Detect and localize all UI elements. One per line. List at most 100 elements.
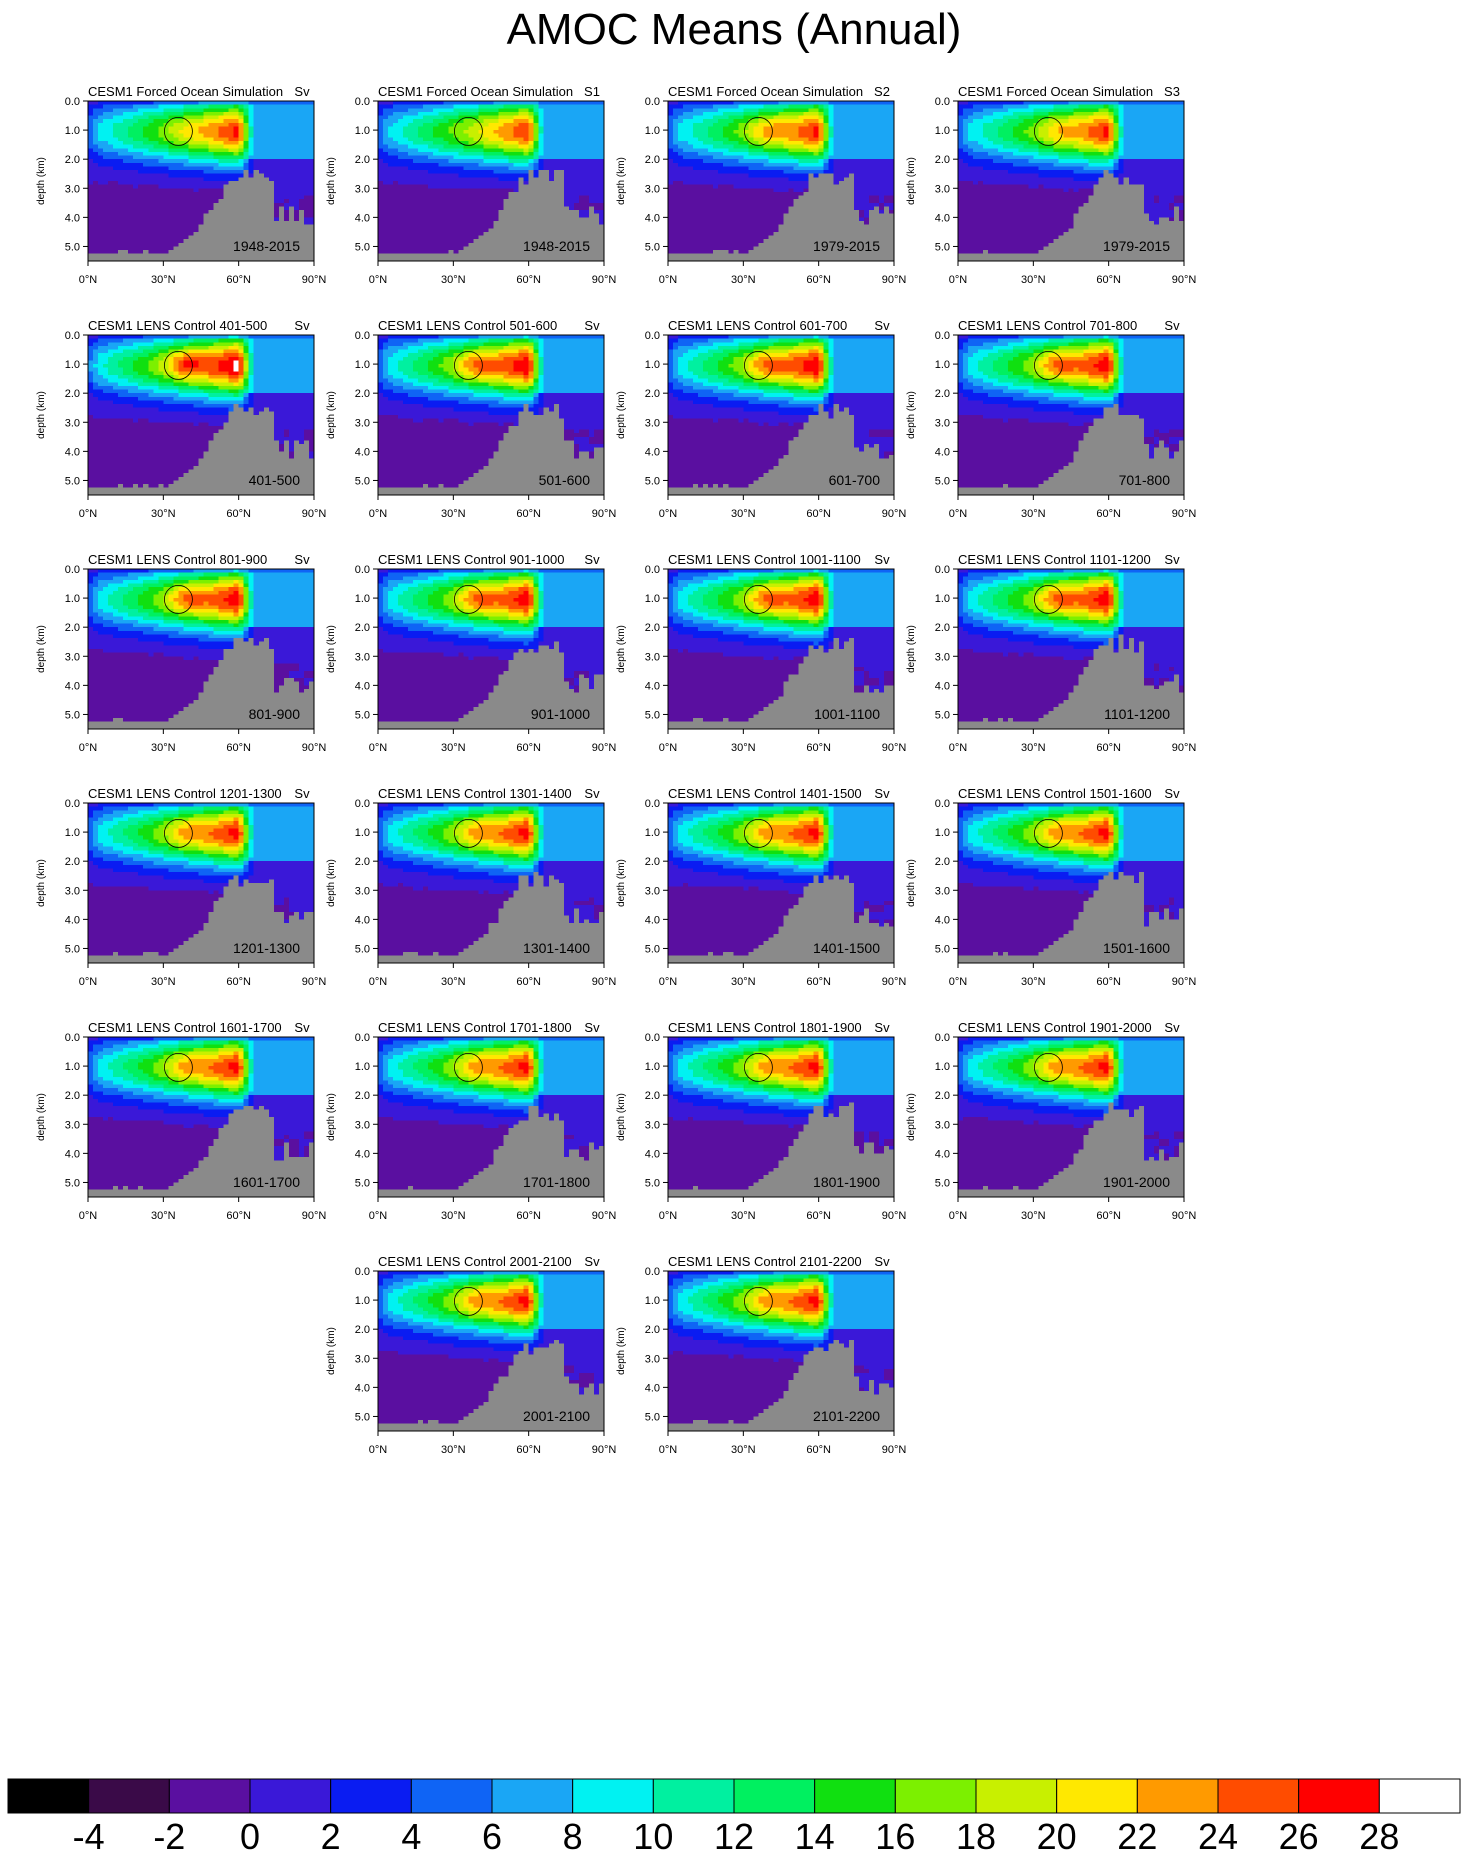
field-cell [214, 177, 220, 181]
field-cell [173, 177, 179, 181]
field-cell [229, 174, 235, 178]
field-cell [204, 156, 210, 160]
field-cell [153, 123, 159, 127]
field-cell [188, 239, 194, 243]
field-cell [158, 225, 164, 229]
field-cell [123, 228, 129, 232]
field-cell [219, 108, 225, 112]
field-cell [118, 250, 124, 254]
field-cell [133, 232, 139, 236]
field-cell [88, 156, 94, 160]
field-cell [219, 210, 225, 214]
field-cell [108, 105, 114, 109]
field-cell [88, 221, 94, 225]
field-cell [173, 174, 179, 178]
field-cell [118, 163, 124, 167]
field-cell [118, 148, 124, 152]
field-cell [178, 206, 184, 210]
field-cell [209, 137, 215, 141]
field-cell [214, 236, 220, 240]
field-cell [219, 217, 225, 221]
field-cell [113, 137, 119, 141]
field-cell [168, 126, 174, 130]
field-cell [204, 214, 210, 218]
field-cell [123, 177, 129, 181]
field-cell [229, 130, 235, 134]
field-cell [93, 145, 99, 149]
field-cell [158, 221, 164, 225]
field-cell [103, 152, 109, 156]
field-cell [118, 217, 124, 221]
field-cell [173, 239, 179, 243]
field-cell [178, 225, 184, 229]
field-cell [153, 225, 159, 229]
field-cell [148, 217, 154, 221]
field-cell [188, 236, 194, 240]
field-cell [183, 145, 189, 149]
field-cell [108, 196, 114, 200]
field-cell [133, 145, 139, 149]
field-cell [88, 108, 94, 112]
field-cell [118, 170, 124, 174]
field-cell [214, 228, 220, 232]
field-cell [193, 108, 199, 112]
field-cell [209, 148, 215, 152]
field-cell [168, 214, 174, 218]
field-cell [113, 105, 119, 109]
field-cell [224, 203, 230, 207]
field-cell [118, 156, 124, 160]
field-cell [88, 148, 94, 152]
field-cell [88, 225, 94, 229]
field-cell [133, 236, 139, 240]
field-cell [204, 236, 210, 240]
field-cell [118, 123, 124, 127]
field-cell [219, 254, 225, 258]
field-cell [198, 148, 204, 152]
field-cell [204, 185, 210, 189]
field-cell [168, 217, 174, 221]
field-cell [118, 108, 124, 112]
field-cell [88, 152, 94, 156]
field-cell [153, 196, 159, 200]
field-cell [219, 152, 225, 156]
field-cell [183, 225, 189, 229]
field-cell [188, 254, 194, 258]
field-cell [98, 174, 104, 178]
field-cell [93, 228, 99, 232]
field-cell [128, 141, 134, 145]
field-cell [193, 232, 199, 236]
field-cell [108, 145, 114, 149]
field-cell [108, 130, 114, 134]
field-cell [204, 250, 210, 254]
field-cell [98, 254, 104, 258]
field-cell [133, 199, 139, 203]
field-cell [128, 246, 134, 250]
field-cell [103, 166, 109, 170]
field-cell [118, 246, 124, 250]
field-cell [204, 123, 210, 127]
field-cell [193, 188, 199, 192]
field-cell [128, 254, 134, 258]
field-cell [219, 196, 225, 200]
field-cell [153, 250, 159, 254]
field-cell [173, 203, 179, 207]
field-cell [103, 126, 109, 130]
field-cell [88, 163, 94, 167]
field-cell [219, 203, 225, 207]
field-cell [193, 119, 199, 123]
field-cell [103, 108, 109, 112]
field-cell [214, 254, 220, 258]
field-cell [148, 206, 154, 210]
field-cell [88, 250, 94, 254]
field-cell [188, 108, 194, 112]
field-cell [163, 192, 169, 196]
field-cell [158, 239, 164, 243]
field-cell [118, 119, 124, 123]
field-cell [163, 236, 169, 240]
field-cell [148, 239, 154, 243]
field-cell [128, 123, 134, 127]
field-cell [204, 112, 210, 116]
field-cell [123, 141, 129, 145]
field-cell [219, 185, 225, 189]
field-cell [188, 166, 194, 170]
